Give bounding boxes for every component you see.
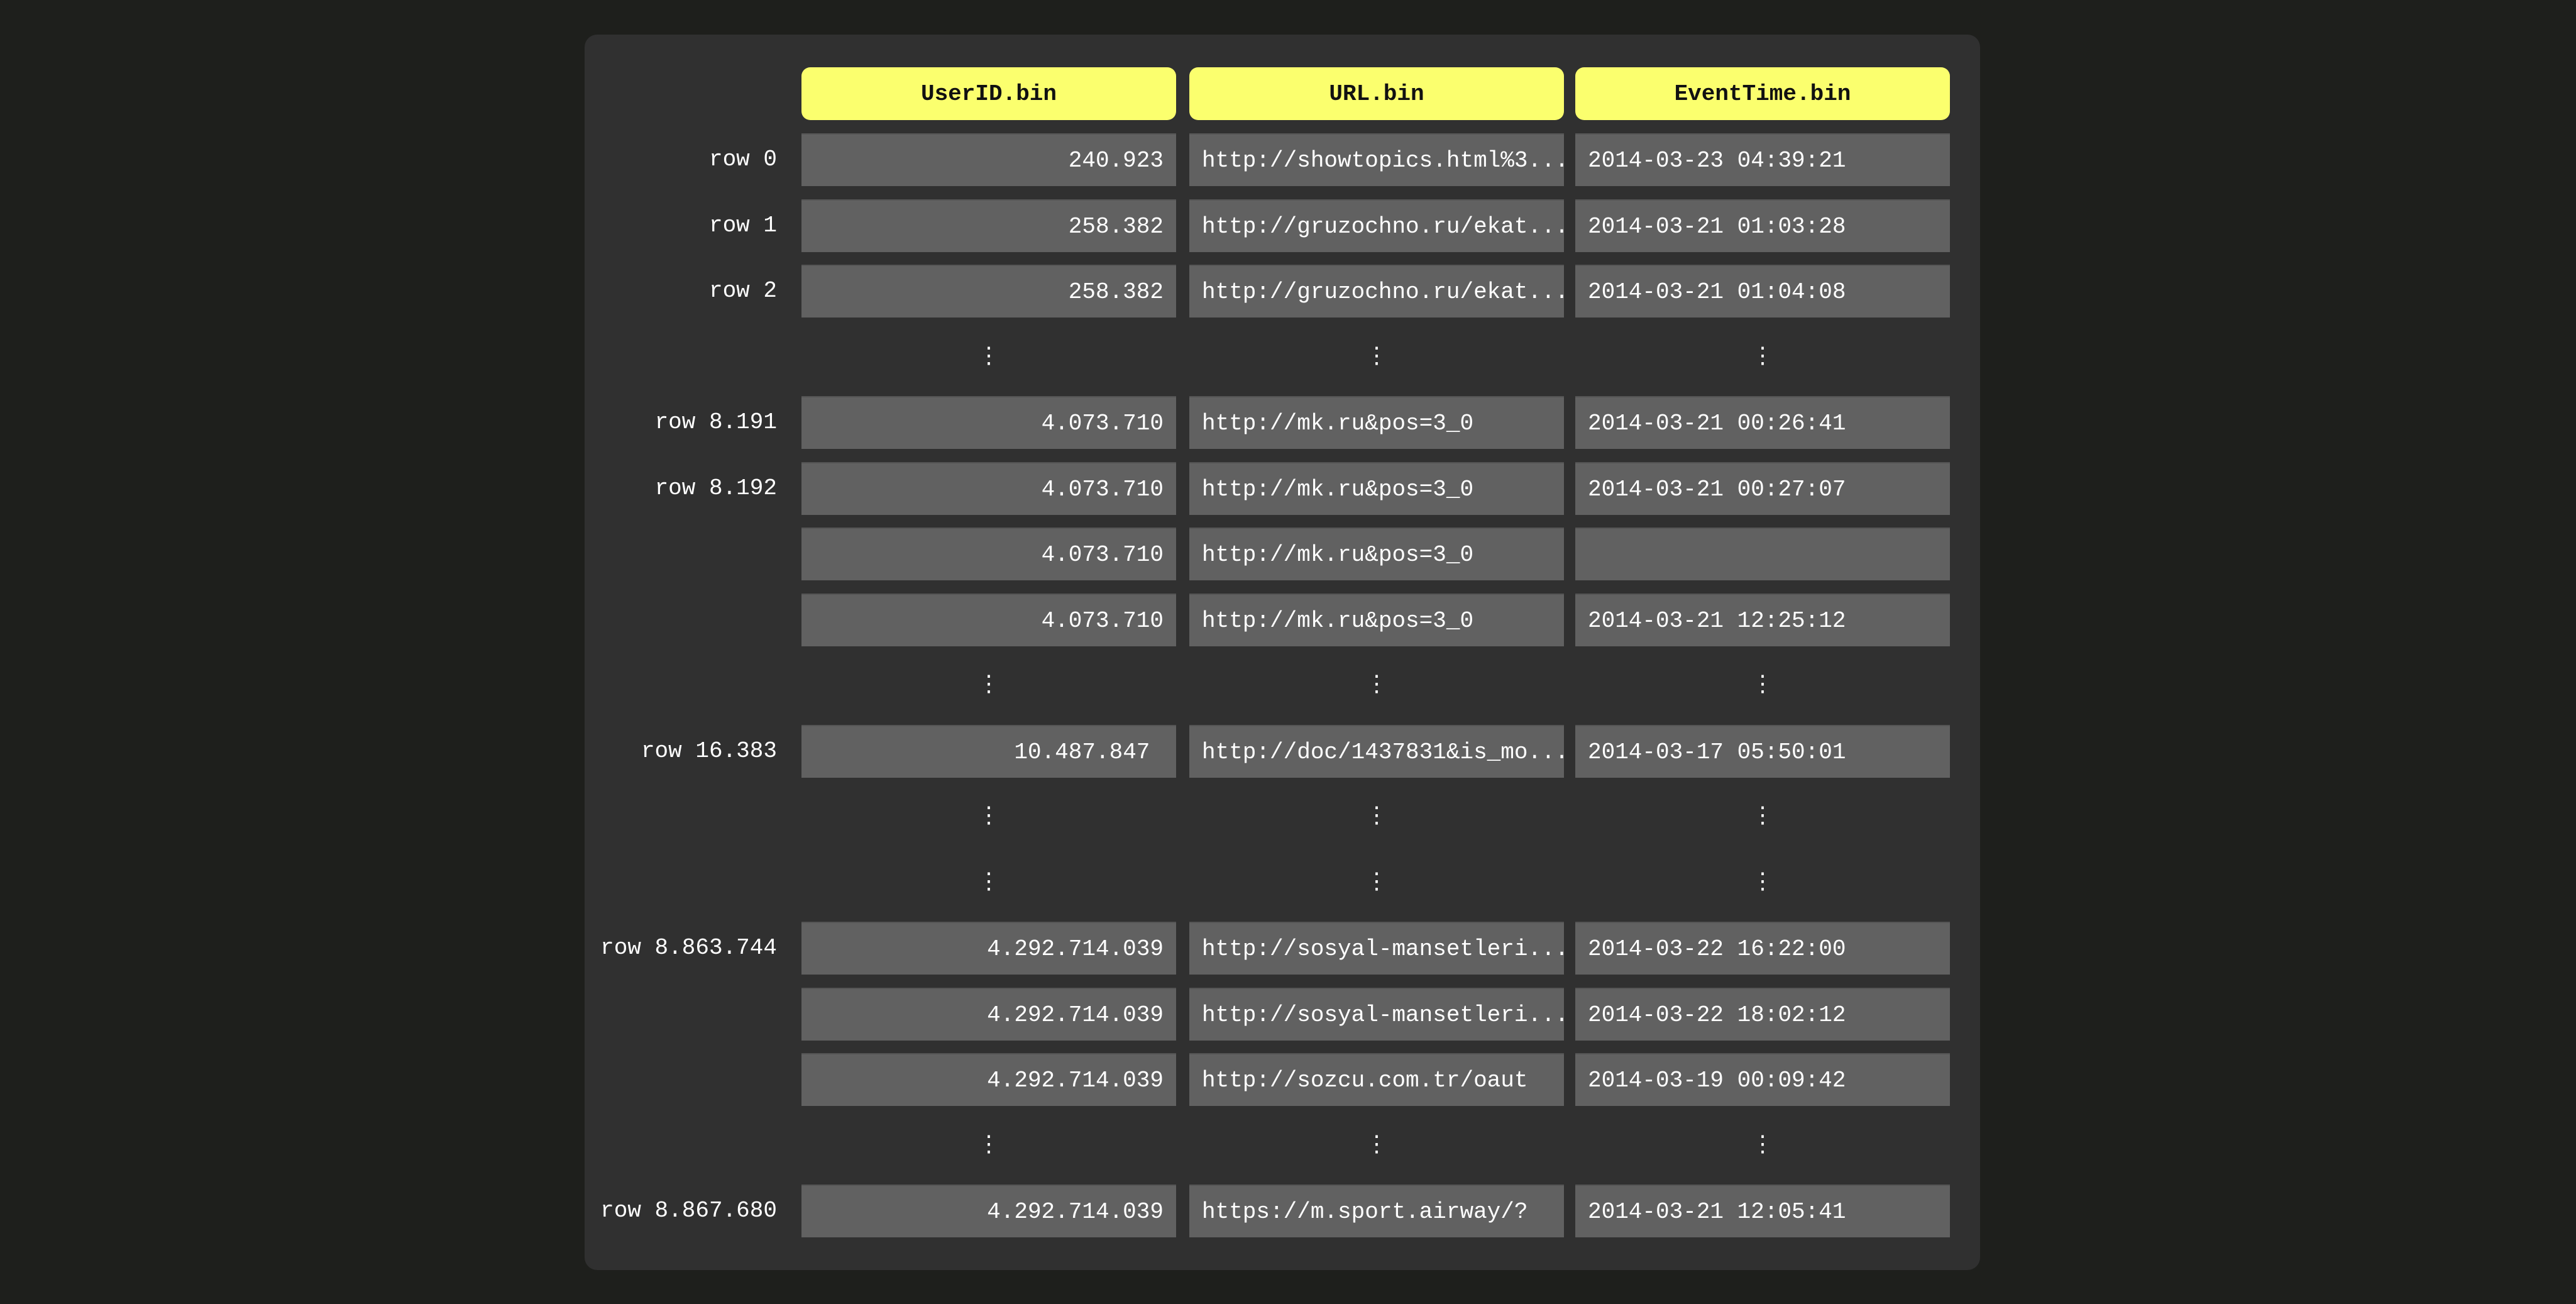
eventtime-cell: 2014-03-21 00:26:41 bbox=[1575, 396, 1950, 449]
row-label: row 1 bbox=[708, 212, 777, 238]
ellipsis-icon: ⋮ bbox=[1751, 804, 1774, 829]
userid-cell: 4.292.714.039 bbox=[801, 987, 1176, 1041]
table-row: row 8.863.744 4.292.714.039 http://sosyal-… bbox=[585, 922, 1980, 975]
row-label: row 8.867.680 bbox=[600, 1198, 777, 1224]
ellipsis-row: ⋮ ⋮ ⋮ bbox=[585, 856, 1980, 909]
ellipsis-icon: ⋮ bbox=[977, 804, 1000, 829]
ellipsis-icon: ⋮ bbox=[1751, 343, 1774, 370]
userid-cell: 4.073.710 bbox=[801, 461, 1176, 515]
ellipsis-icon: ⋮ bbox=[1751, 1132, 1774, 1158]
table-panel: UserID.bin URL.bin EventTime.bin row 0 24… bbox=[585, 35, 1980, 1270]
eventtime-cell: 2014-03-17 05:50:01 bbox=[1575, 724, 1950, 778]
userid-cell: 240.923 bbox=[801, 133, 1176, 186]
url-cell: http://mk.ru&pos=3_0 bbox=[1189, 528, 1564, 580]
table-row: row 0 240.923 http://showtopics.html%3... 2… bbox=[585, 133, 1980, 186]
url-cell: http://sosyal-mansetleri... bbox=[1189, 987, 1564, 1041]
table-row: 4.292.714.039 http://sozcu.com.tr/oaut 201… bbox=[585, 1053, 1980, 1106]
eventtime-cell: 2014-03-22 18:02:12 bbox=[1575, 987, 1950, 1041]
column-header-eventtime: EventTime.bin bbox=[1575, 67, 1950, 120]
url-cell: http://gruzochno.ru/ekat... bbox=[1189, 199, 1564, 252]
row-label: row 8.191 bbox=[654, 409, 777, 435]
ellipsis-icon: ⋮ bbox=[977, 869, 1000, 895]
table-row: row 8.192 4.073.710 http://mk.ru&pos=3_0 20… bbox=[585, 461, 1980, 515]
ellipsis-row: ⋮ ⋮ ⋮ bbox=[585, 659, 1980, 712]
userid-cell: 4.073.710 bbox=[801, 396, 1176, 449]
ellipsis-icon: ⋮ bbox=[1365, 672, 1388, 698]
eventtime-cell bbox=[1575, 528, 1950, 580]
eventtime-cell: 2014-03-21 01:03:28 bbox=[1575, 199, 1950, 252]
url-cell: http://mk.ru&pos=3_0 bbox=[1189, 396, 1564, 449]
row-label: row 8.863.744 bbox=[600, 935, 777, 961]
userid-cell: 4.292.714.039 bbox=[801, 922, 1176, 975]
url-cell: http://doc/1437831&is_mo... bbox=[1189, 724, 1564, 778]
eventtime-cell: 2014-03-19 00:09:42 bbox=[1575, 1053, 1950, 1106]
table-row: row 8.867.680 4.292.714.039 https://m.spor… bbox=[585, 1185, 1980, 1237]
userid-cell: 4.073.710 bbox=[801, 593, 1176, 646]
table-row: row 8.191 4.073.710 http://mk.ru&pos=3_0 20… bbox=[585, 396, 1980, 449]
url-cell: https://m.sport.airway/? bbox=[1189, 1185, 1564, 1237]
eventtime-cell: 2014-03-21 01:04:08 bbox=[1575, 265, 1950, 318]
userid-cell: 258.382 bbox=[801, 199, 1176, 252]
ellipsis-icon: ⋮ bbox=[977, 1132, 1000, 1158]
url-cell: http://mk.ru&pos=3_0 bbox=[1189, 461, 1564, 515]
table-row: 4.292.714.039 http://sosyal-mansetleri...… bbox=[585, 987, 1980, 1041]
url-cell: http://gruzochno.ru/ekat... bbox=[1189, 265, 1564, 318]
table-row: 4.073.710 http://mk.ru&pos=3_0 2014-03-21 … bbox=[585, 593, 1980, 646]
eventtime-cell: 2014-03-21 12:05:41 bbox=[1575, 1185, 1950, 1237]
eventtime-cell: 2014-03-23 04:39:21 bbox=[1575, 133, 1950, 186]
url-cell: http://sosyal-mansetleri... bbox=[1189, 922, 1564, 975]
ellipsis-icon: ⋮ bbox=[1751, 869, 1774, 895]
row-label: row 0 bbox=[708, 146, 777, 172]
table-row: 4.073.710 http://mk.ru&pos=3_0 bbox=[585, 528, 1980, 580]
table-row: row 16.383 10.487.847 http://doc/1437831&… bbox=[585, 724, 1980, 778]
ellipsis-icon: ⋮ bbox=[977, 343, 1000, 370]
ellipsis-icon: ⋮ bbox=[1365, 1132, 1388, 1158]
table-row: row 2 258.382 http://gruzochno.ru/ekat... 2… bbox=[585, 265, 1980, 318]
userid-cell: 4.292.714.039 bbox=[801, 1185, 1176, 1237]
userid-cell: 10.487.847 bbox=[801, 724, 1176, 778]
ellipsis-icon: ⋮ bbox=[977, 672, 1000, 698]
eventtime-cell: 2014-03-22 16:22:00 bbox=[1575, 922, 1950, 975]
row-label: row 2 bbox=[708, 278, 777, 304]
table-row: row 1 258.382 http://gruzochno.ru/ekat... 2… bbox=[585, 199, 1980, 252]
column-header-url: URL.bin bbox=[1189, 67, 1564, 120]
ellipsis-icon: ⋮ bbox=[1751, 672, 1774, 698]
userid-cell: 258.382 bbox=[801, 265, 1176, 318]
ellipsis-icon: ⋮ bbox=[1365, 869, 1388, 895]
row-label: row 16.383 bbox=[641, 738, 777, 764]
ellipsis-row: ⋮ ⋮ ⋮ bbox=[585, 1119, 1980, 1172]
url-cell: http://showtopics.html%3... bbox=[1189, 133, 1564, 186]
row-label: row 8.192 bbox=[654, 475, 777, 501]
url-cell: http://mk.ru&pos=3_0 bbox=[1189, 593, 1564, 646]
userid-cell: 4.073.710 bbox=[801, 528, 1176, 580]
ellipsis-row: ⋮ ⋮ ⋮ bbox=[585, 790, 1980, 843]
ellipsis-row: ⋮ ⋮ ⋮ bbox=[585, 331, 1980, 384]
userid-cell: 4.292.714.039 bbox=[801, 1053, 1176, 1106]
url-cell: http://sozcu.com.tr/oaut bbox=[1189, 1053, 1564, 1106]
column-header-userid: UserID.bin bbox=[801, 67, 1176, 120]
ellipsis-icon: ⋮ bbox=[1365, 343, 1388, 370]
eventtime-cell: 2014-03-21 12:25:12 bbox=[1575, 593, 1950, 646]
ellipsis-icon: ⋮ bbox=[1365, 804, 1388, 829]
eventtime-cell: 2014-03-21 00:27:07 bbox=[1575, 461, 1950, 515]
